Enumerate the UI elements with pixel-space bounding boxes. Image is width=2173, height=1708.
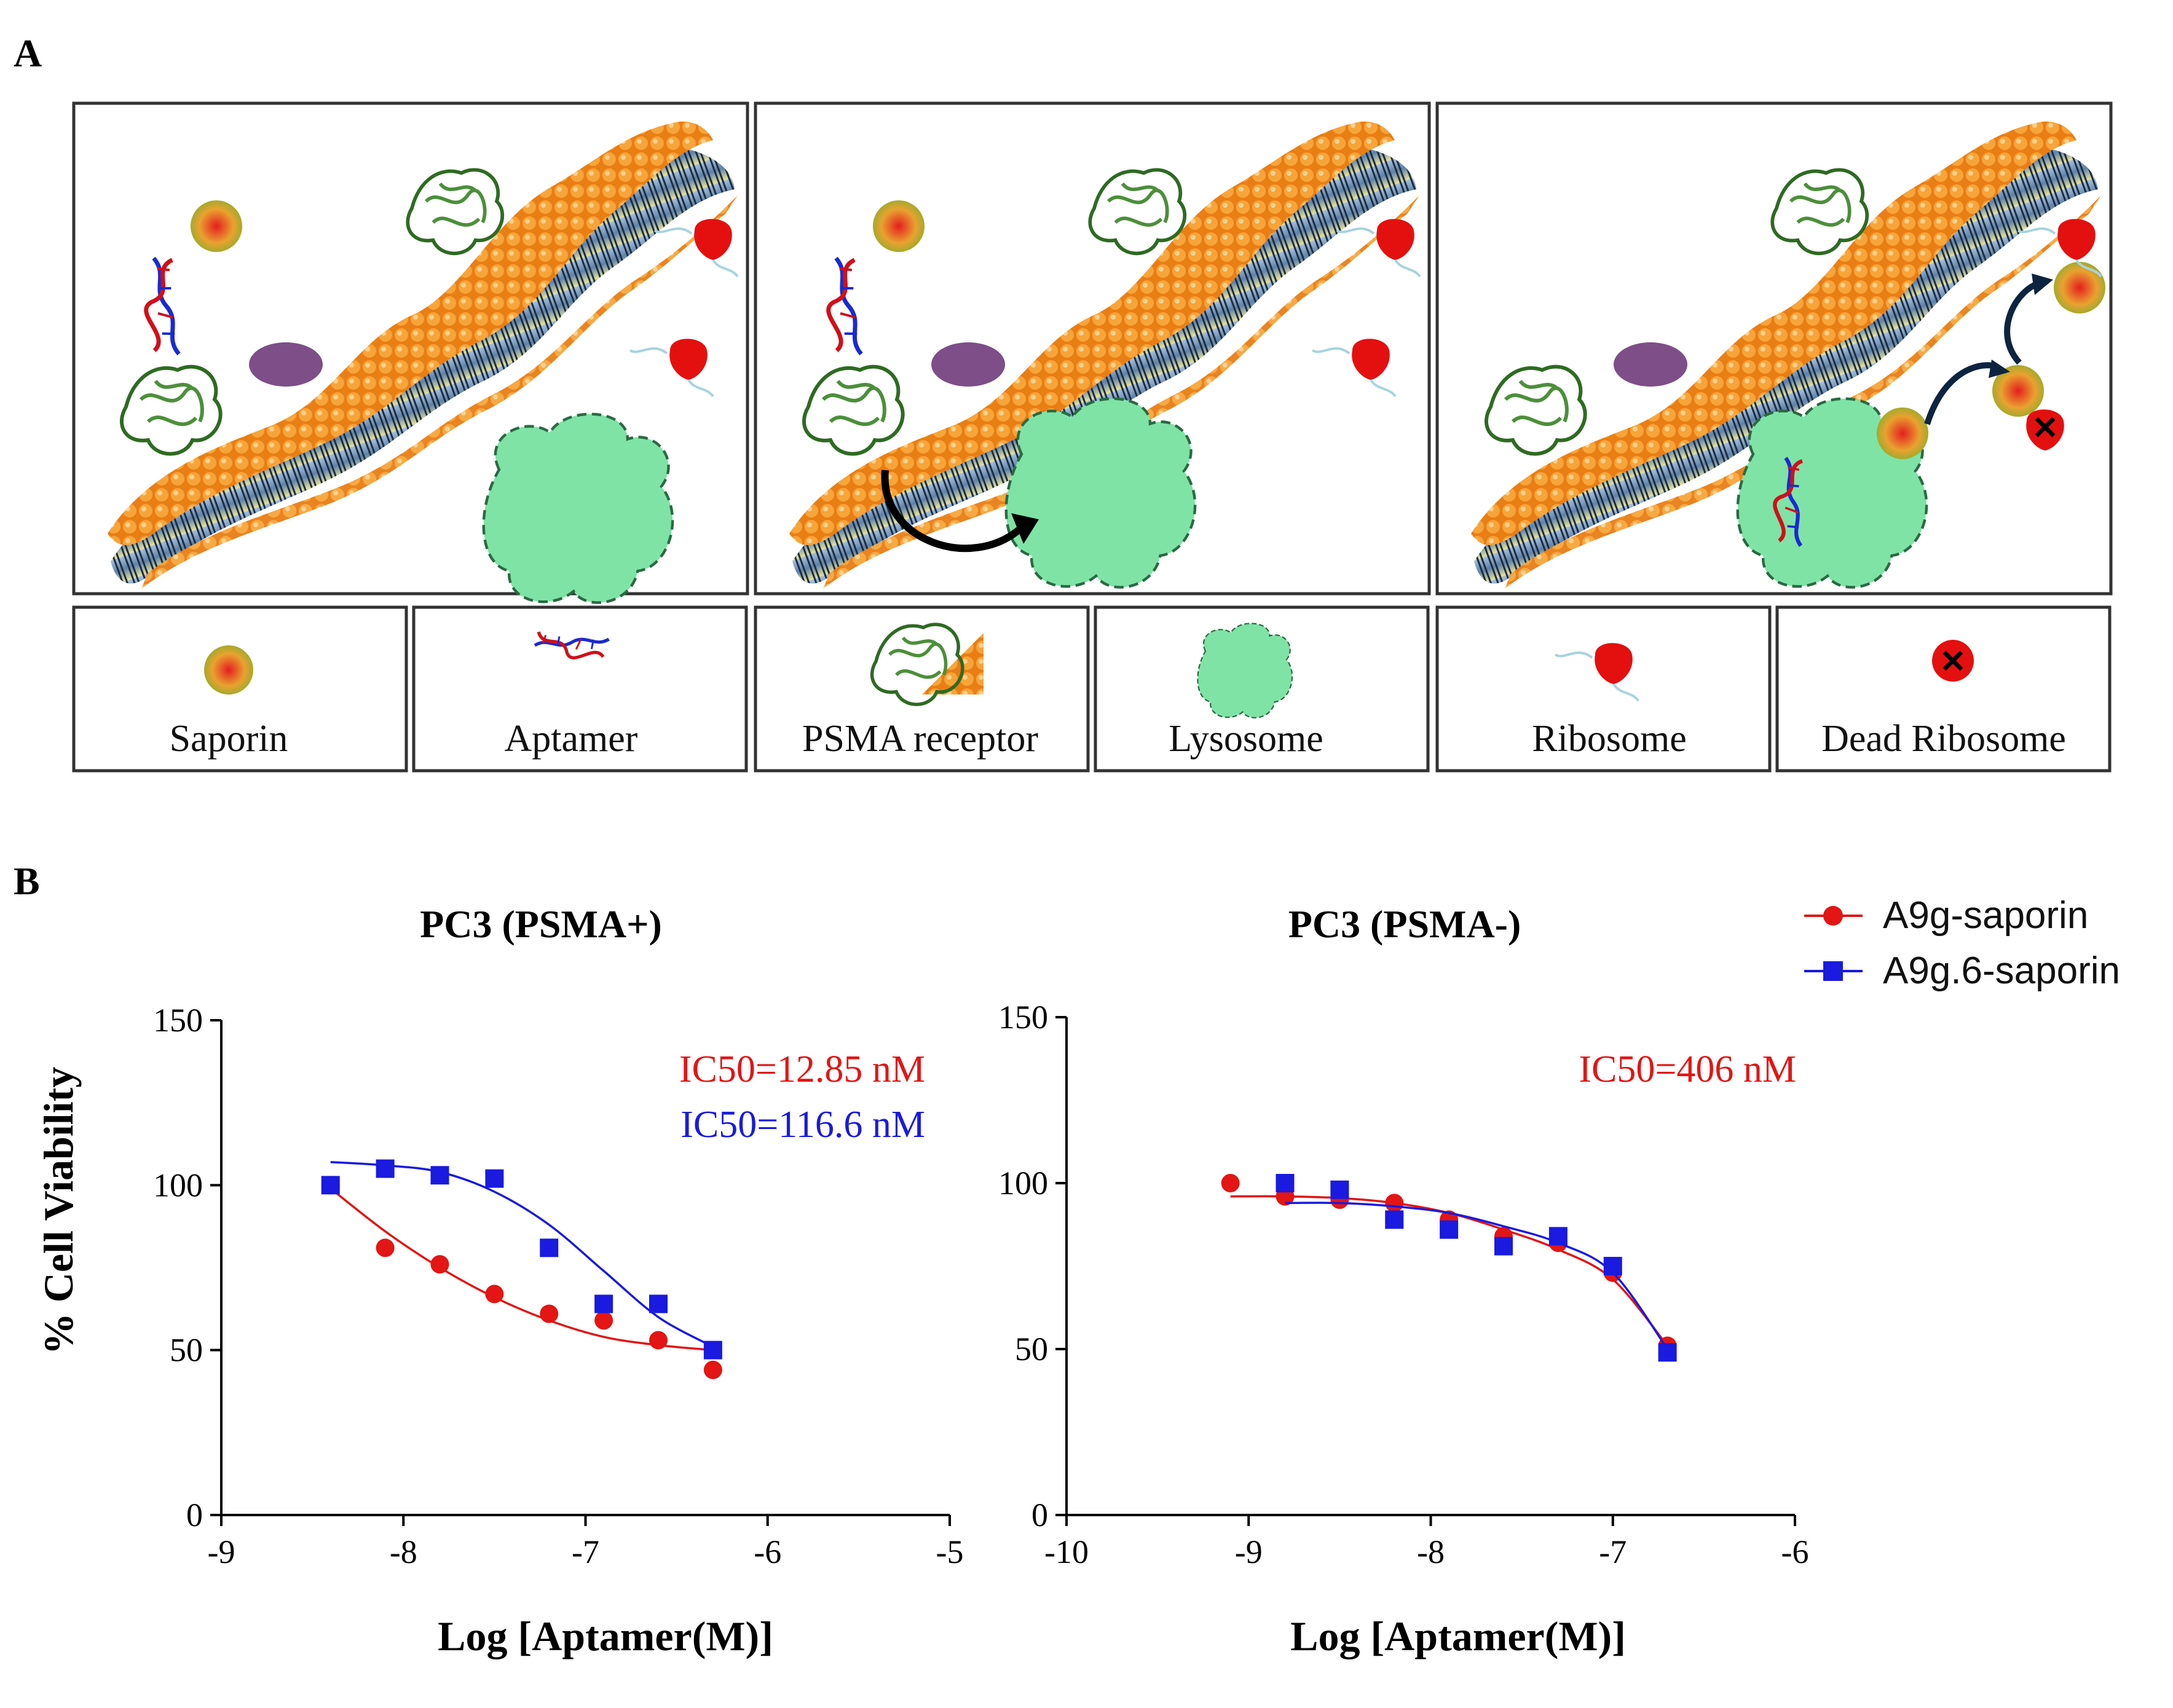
y-tick-label: 150 [153,1002,203,1039]
data-point-a9g-saporin [649,1331,668,1350]
data-point-a9g6-saporin [594,1294,613,1313]
x-tick-label: -9 [1235,1533,1263,1570]
y-tick-label: 50 [170,1332,203,1369]
key-label-aptamer: Aptamer [505,718,638,760]
saporin-icon [191,200,242,252]
release-arrowhead [1989,360,2010,378]
x-tick-label: -8 [390,1533,417,1570]
y-tick-label: 0 [1031,1497,1048,1533]
key-lysosome: Lysosome [1094,605,1430,773]
data-point-a9g-saporin [594,1311,613,1330]
saporin-icon [1992,365,2044,417]
dead-ribosome-icon [2026,409,2064,451]
ic50-annotation: IC50=116.6 nM [680,1104,925,1146]
panel-b-letter: B [14,859,40,903]
ic50-annotation: IC50=406 nM [1579,1049,1796,1090]
y-tick-label: 150 [998,999,1048,1036]
key-label-dead-ribosome: Dead Ribosome [1821,718,2066,760]
data-point-a9g6-saporin [1385,1210,1404,1229]
x-tick-label: -6 [1781,1533,1809,1570]
data-point-a9g-saporin [703,1360,722,1379]
plot-area: 0 50 100 150 -10 -9 -8 -7 -6 [998,999,1808,1570]
key-label-ribosome: Ribosome [1532,718,1686,760]
legend-label-a9g6-saporin: A9g.6-saporin [1883,950,2120,992]
saporin-icon [873,200,925,252]
x-tick-label: -9 [208,1533,235,1570]
key-psma-receptor: PSMA receptor [754,605,1090,773]
series-legend: A9g-saporin A9g.6-saporin [1804,894,2120,992]
x-tick-label: -10 [1044,1533,1089,1570]
chart-title: PC3 (PSMA+) [420,902,662,946]
data-point-a9g-saporin [376,1238,395,1257]
y-tick-label: 50 [1015,1331,1048,1368]
key-ribosome: Ribosome [1435,605,1772,773]
data-point-a9g-saporin [485,1285,504,1304]
data-point-a9g-saporin [540,1304,559,1323]
key-saporin: Saporin [72,605,408,773]
saporin-icon [2054,262,2105,313]
x-tick-label: -8 [1417,1533,1445,1570]
key-aptamer: Aptamer [412,605,748,773]
data-point-a9g6-saporin [1440,1220,1459,1239]
ic50-annotation: IC50=12.85 nM [679,1049,925,1090]
data-point-a9g6-saporin [1603,1257,1622,1275]
data-point-a9g6-saporin [1658,1343,1677,1362]
translocation-arrow [2004,280,2042,365]
data-point-a9g-saporin [1385,1194,1404,1213]
scene-internalization [754,101,1431,596]
data-point-a9g6-saporin [321,1176,340,1195]
key-label-saporin: Saporin [170,718,288,760]
legend-marker-circle [1823,906,1843,926]
dead-ribosome-icon [1932,640,1974,682]
chart-pc3-psma-negative: PC3 (PSMA-) Log [Aptamer(M)] IC50=406 nM… [998,902,1808,1659]
key-label-psma-receptor: PSMA receptor [802,718,1038,760]
legend-label-a9g-saporin: A9g-saporin [1883,894,2088,937]
panel-a-key: Saporin Aptamer PSMA receptor Lysosome R… [72,605,2112,773]
data-point-a9g-saporin [1221,1174,1240,1192]
x-axis-label: Log [Aptamer(M)] [1290,1613,1626,1659]
y-tick-label: 0 [186,1497,203,1533]
plot-area: 0 50 100 150 -9 -8 -7 -6 -5 [153,1002,963,1570]
legend-entry-a9g6-saporin: A9g.6-saporin [1804,950,2120,992]
chart-pc3-psma-positive: PC3 (PSMA+) % Cell Viability Log [Aptame… [35,902,963,1659]
vesicle-icon [931,342,1005,387]
x-tick-label: -7 [572,1533,599,1570]
x-tick-label: -6 [754,1533,781,1570]
vesicle-icon [1614,342,1687,387]
data-point-a9g-saporin [430,1255,449,1274]
saporin-icon [204,645,253,695]
y-tick-label: 100 [153,1167,203,1203]
data-point-a9g6-saporin [540,1238,559,1257]
data-point-a9g6-saporin [376,1159,395,1178]
saporin-icon [1877,407,1928,459]
legend-marker-square [1823,961,1843,981]
data-point-a9g6-saporin [1494,1237,1513,1256]
key-label-lysosome: Lysosome [1169,718,1323,760]
data-point-a9g6-saporin [1276,1174,1295,1192]
translocation-arrowhead [2032,274,2053,295]
internalization-arrow [881,470,1023,553]
y-axis-label: % Cell Viability [35,1067,82,1355]
data-point-a9g6-saporin [649,1294,668,1313]
y-tick-label: 100 [998,1165,1048,1202]
x-tick-label: -7 [1599,1533,1627,1570]
internalization-arrowhead [1011,513,1039,544]
x-tick-label: -5 [936,1533,964,1570]
fit-curve-a9g-saporin [329,1187,714,1352]
data-point-a9g6-saporin [430,1166,449,1185]
vesicle-icon [249,342,323,387]
data-point-a9g6-saporin [1330,1180,1349,1199]
key-dead-ribosome: Dead Ribosome [1775,605,2112,773]
chart-title: PC3 (PSMA-) [1288,902,1521,946]
legend-entry-a9g-saporin: A9g-saporin [1804,894,2088,937]
x-axis-label: Log [Aptamer(M)] [438,1613,773,1659]
data-point-a9g6-saporin [703,1340,722,1360]
scene-ribosome-inactivation [1435,101,2113,596]
scene-binding [72,101,749,603]
data-point-a9g6-saporin [1548,1227,1568,1246]
panel-a-letter: A [14,31,42,75]
data-point-a9g6-saporin [485,1169,504,1188]
